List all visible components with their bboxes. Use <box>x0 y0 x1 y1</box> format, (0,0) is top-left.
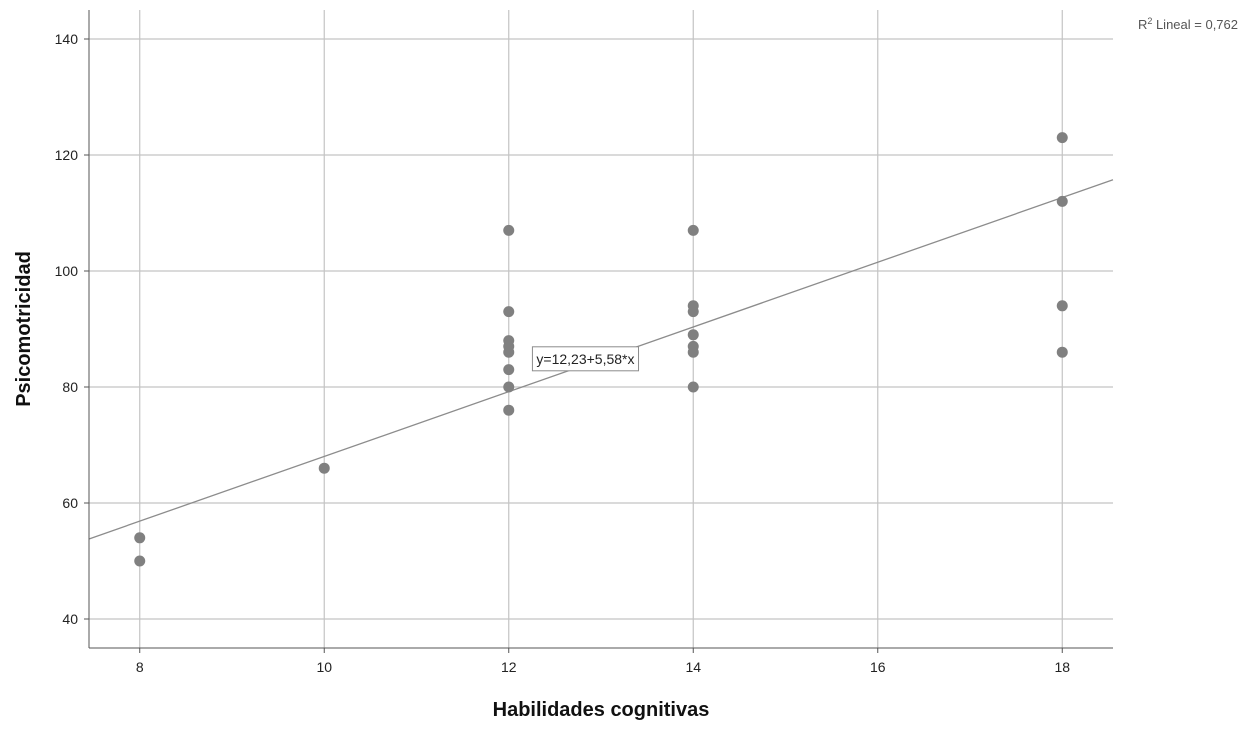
x-axis-title: Habilidades cognitivas <box>493 699 710 721</box>
y-tick-label: 60 <box>62 495 78 511</box>
data-point <box>318 462 330 474</box>
data-point <box>503 346 515 358</box>
data-point <box>687 381 699 393</box>
data-point <box>503 364 515 376</box>
data-point <box>134 555 146 567</box>
x-tick-label: 12 <box>501 659 517 675</box>
y-tick-label: 140 <box>55 31 79 47</box>
axes <box>88 10 1113 649</box>
data-point <box>503 306 515 318</box>
y-tick-label: 100 <box>55 263 79 279</box>
data-point <box>1056 195 1068 207</box>
r2-text: Lineal = 0,762 <box>1152 17 1238 32</box>
data-point <box>503 224 515 236</box>
r2-superscript: 2 <box>1147 16 1152 26</box>
y-tick-label: 40 <box>62 611 78 627</box>
data-point <box>687 346 699 358</box>
x-tick-label: 14 <box>685 659 701 675</box>
tick-labels: 8 10 12 14 16 18 40 60 80 100 120 140 <box>55 31 1071 675</box>
grid-lines <box>89 10 1113 648</box>
data-point <box>687 329 699 341</box>
x-tick-label: 18 <box>1054 659 1070 675</box>
r-squared-label: R2 Lineal = 0,762 <box>1138 16 1238 32</box>
x-tick-label: 8 <box>136 659 144 675</box>
equation-box <box>531 346 640 372</box>
equation-label: y=12,23+5,58*x <box>536 351 634 367</box>
r2-prefix: R <box>1138 17 1147 32</box>
y-tick-label: 120 <box>55 147 79 163</box>
x-tick-label: 16 <box>870 659 886 675</box>
data-point <box>134 532 146 544</box>
data-point <box>503 404 515 416</box>
y-axis-title: Psicomotricidad <box>13 251 35 407</box>
data-point <box>1056 132 1068 144</box>
data-point <box>1056 300 1068 312</box>
data-points <box>134 132 1068 567</box>
data-point <box>687 306 699 318</box>
data-point <box>1056 346 1068 358</box>
y-tick-label: 80 <box>62 379 78 395</box>
data-point <box>687 224 699 236</box>
equation-annotation: y=12,23+5,58*x <box>531 346 640 372</box>
data-point <box>503 381 515 393</box>
x-tick-label: 10 <box>316 659 332 675</box>
